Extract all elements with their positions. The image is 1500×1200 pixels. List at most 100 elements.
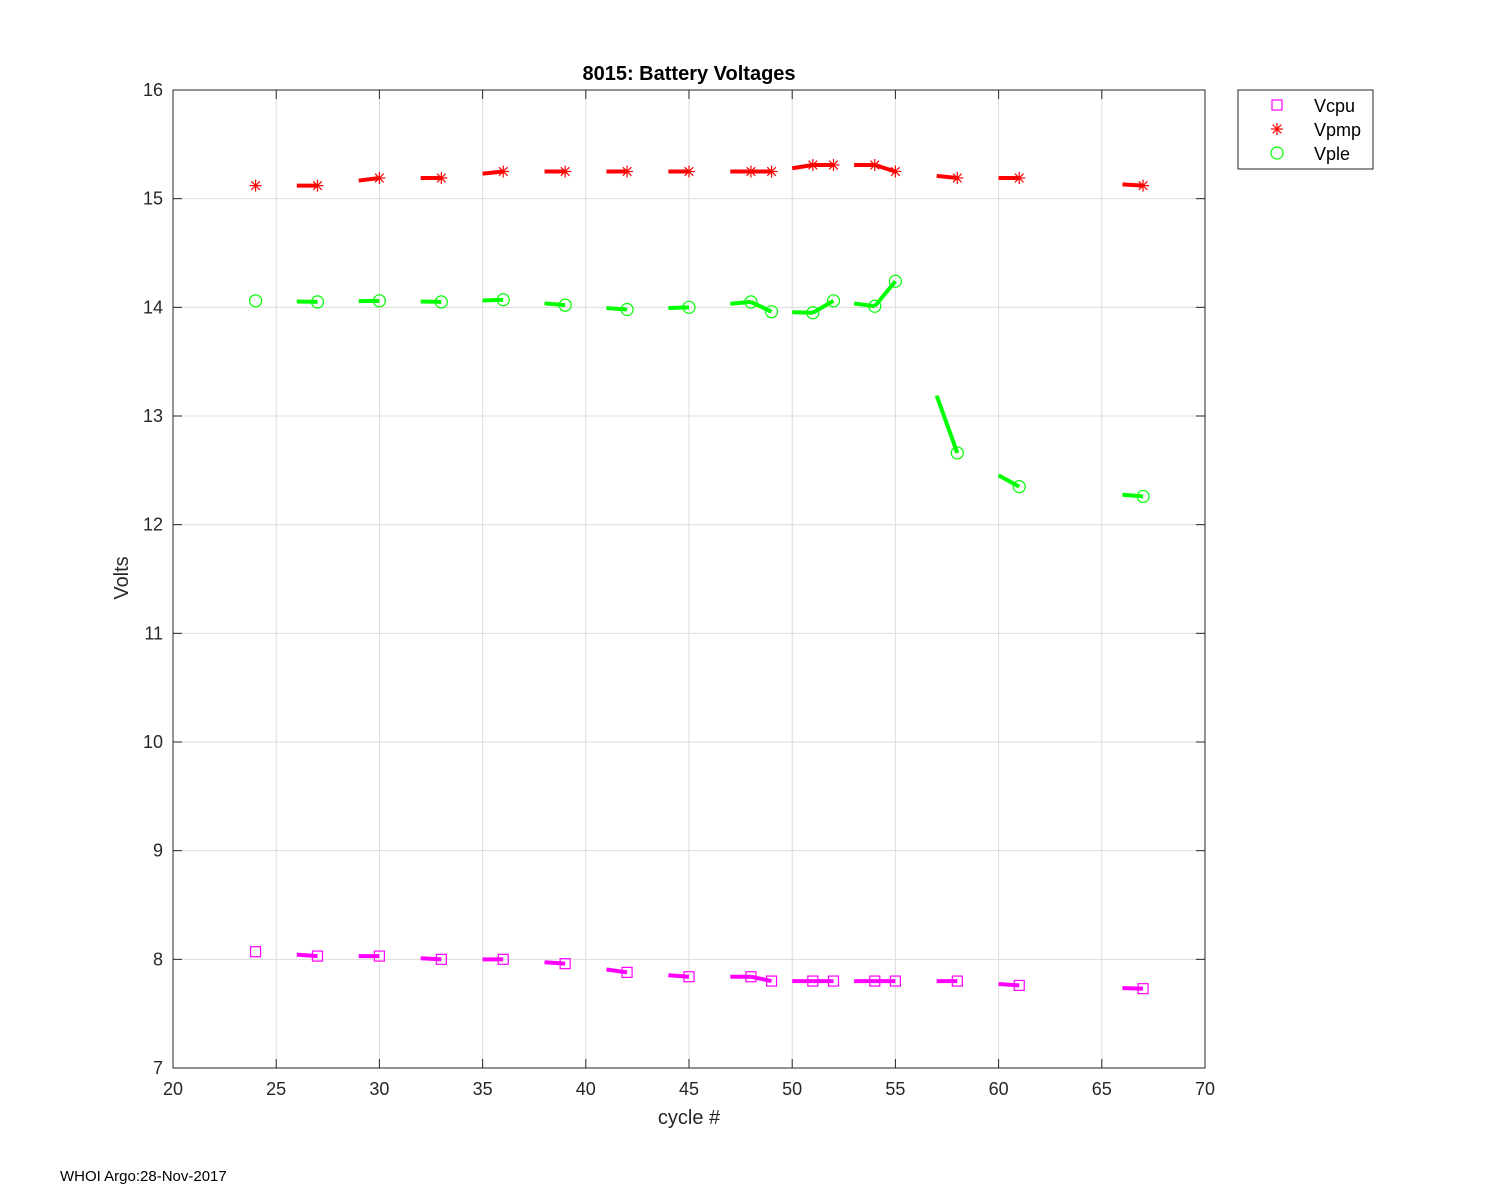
vcpu-point (951, 975, 963, 987)
vcpu-point (249, 946, 262, 958)
legend-vcpu-marker (1271, 99, 1283, 111)
vpmp-point (559, 165, 572, 178)
vcpu-point (745, 971, 757, 983)
vple-segment (668, 305, 690, 311)
vpmp-point (765, 165, 778, 178)
vpmp-point (497, 165, 510, 178)
legend-vple-marker (1270, 146, 1284, 160)
y-tick-label: 15 (143, 189, 163, 209)
vcpu-segment (420, 956, 442, 962)
vple-point (372, 294, 386, 308)
vpmp-segment (874, 163, 897, 174)
vpmp-point (827, 158, 840, 171)
vple-segment (934, 395, 960, 454)
x-tick-label: 50 (782, 1079, 802, 1099)
vcpu-segment (296, 952, 318, 959)
trend-segments (296, 162, 1144, 991)
vpmp-point (373, 172, 386, 185)
vple-point (806, 306, 820, 320)
vpmp-point (435, 172, 448, 185)
vcpu-segment (544, 960, 566, 966)
vple-point (744, 295, 758, 309)
x-tick-label: 25 (266, 1079, 286, 1099)
vcpu-point (889, 975, 902, 987)
vpmp-point (806, 158, 819, 171)
vple-point (868, 299, 882, 313)
data-markers (248, 158, 1150, 995)
x-tick-label: 70 (1195, 1079, 1215, 1099)
vcpu-segment (998, 981, 1020, 988)
vcpu-point (683, 971, 695, 983)
x-tick-label: 65 (1092, 1079, 1112, 1099)
y-tick-label: 12 (143, 515, 163, 535)
vpmp-point (1013, 172, 1026, 185)
x-tick-label: 40 (576, 1079, 596, 1099)
vcpu-point (497, 953, 509, 965)
vpmp-point (311, 179, 324, 192)
vple-point (764, 305, 779, 319)
x-axis-label: cycle # (658, 1107, 721, 1129)
vple-segment (873, 279, 897, 308)
legend-box (1237, 89, 1374, 170)
y-tick-label: 7 (153, 1058, 163, 1078)
vple-point (888, 274, 903, 288)
x-tick-label: 45 (679, 1079, 699, 1099)
vple-point (558, 298, 572, 312)
vcpu-point (1013, 979, 1025, 992)
vcpu-segment (1122, 986, 1144, 991)
vcpu-point (559, 958, 571, 970)
vple-segment (1122, 492, 1144, 499)
legend-vpmp-label: Vpmp (1314, 120, 1361, 140)
vcpu-segment (606, 967, 628, 975)
legend-vple-label: Vple (1314, 144, 1350, 164)
legend-vcpu-label: Vcpu (1314, 96, 1355, 116)
vple-point (826, 294, 841, 308)
vpmp-point (249, 179, 262, 192)
vple-segment (730, 299, 752, 306)
vple-segment (811, 299, 835, 315)
legend-vpmp-marker (1271, 123, 1283, 135)
vple-point (682, 300, 696, 314)
x-tick-label: 30 (369, 1079, 389, 1099)
vple-segment (997, 473, 1021, 489)
y-tick-label: 14 (143, 297, 163, 317)
vcpu-point (765, 975, 778, 987)
y-tick-label: 9 (153, 841, 163, 861)
vple-segment (853, 301, 876, 309)
y-tick-label: 10 (143, 732, 163, 752)
vpmp-point (621, 165, 634, 178)
vpmp-point (744, 165, 757, 178)
vpmp-point (951, 172, 964, 185)
vcpu-point (311, 950, 324, 962)
vple-segment (750, 300, 773, 314)
vcpu-point (827, 975, 840, 987)
vcpu-point (435, 953, 447, 965)
vpmp-point (889, 165, 902, 178)
x-tick-label: 20 (163, 1079, 183, 1099)
vcpu-point (807, 975, 819, 987)
grid-lines (172, 89, 1206, 1069)
vpmp-point (868, 158, 881, 171)
vple-point (248, 294, 263, 308)
vple-point (620, 302, 634, 317)
chart-title: 8015: Battery Voltages (582, 63, 795, 85)
vple-point (1136, 489, 1150, 504)
vcpu-point (621, 966, 633, 978)
x-tick-label: 60 (989, 1079, 1009, 1099)
vple-point (950, 446, 964, 460)
x-tick-label: 55 (885, 1079, 905, 1099)
vple-segment (544, 301, 566, 308)
legend: Vcpu Vpmp Vple (1237, 89, 1374, 170)
vcpu-point (869, 975, 881, 987)
vcpu-point (1137, 983, 1149, 995)
vple-segment (606, 306, 628, 312)
x-tick-label: 35 (473, 1079, 493, 1099)
vple-segment (482, 297, 504, 303)
vple-point (496, 293, 510, 307)
vple-point (310, 295, 325, 309)
vpmp-point (1137, 179, 1150, 192)
vcpu-segment (668, 973, 690, 979)
vpmp-point (683, 165, 695, 178)
vcpu-point (373, 950, 385, 962)
